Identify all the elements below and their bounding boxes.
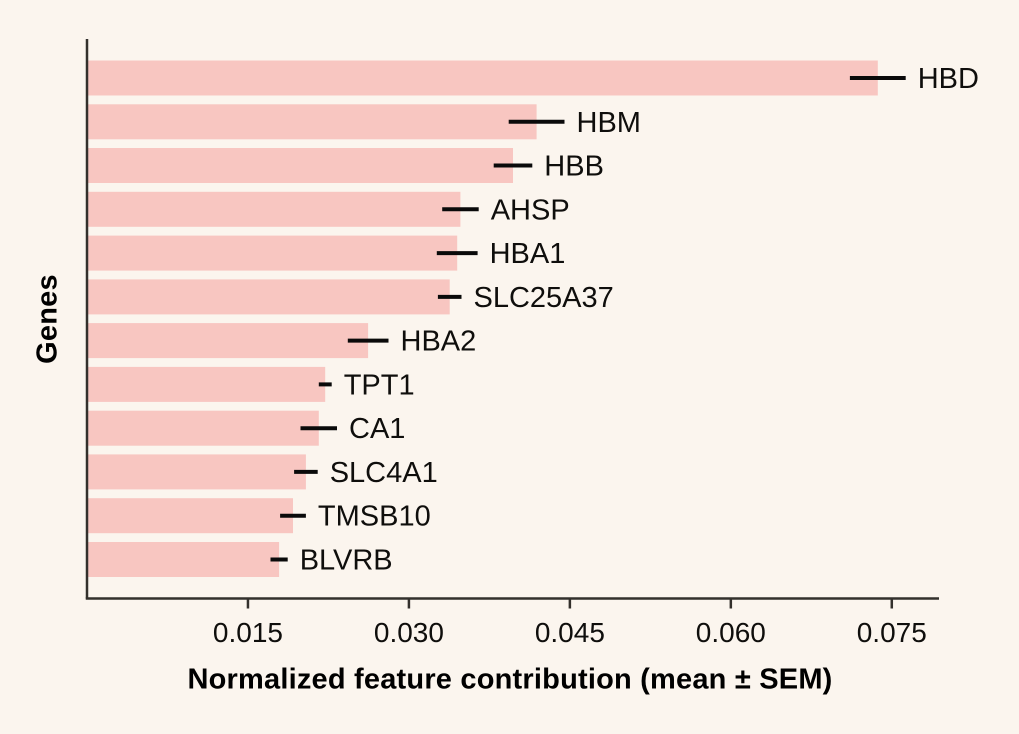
x-tick-label: 0.045 bbox=[535, 617, 605, 648]
bar-tpt1 bbox=[88, 366, 326, 402]
x-tick-label: 0.030 bbox=[374, 617, 444, 648]
bar-ca1 bbox=[88, 410, 319, 446]
x-axis-label: Normalized feature contribution (mean ± … bbox=[187, 663, 833, 696]
gene-label-slc25a37: SLC25A37 bbox=[474, 282, 614, 314]
gene-label-hba2: HBA2 bbox=[401, 326, 477, 358]
bar-hbm bbox=[88, 104, 537, 140]
gene-label-ahsp: AHSP bbox=[491, 194, 570, 226]
x-tick-label: 0.075 bbox=[857, 617, 927, 648]
gene-label-slc4a1: SLC4A1 bbox=[330, 457, 438, 489]
x-tick-label: 0.060 bbox=[696, 617, 766, 648]
bar-ahsp bbox=[88, 191, 461, 227]
gene-label-hba1: HBA1 bbox=[490, 238, 566, 270]
gene-label-tpt1: TPT1 bbox=[344, 369, 415, 401]
gene-label-tmsb10: TMSB10 bbox=[318, 501, 431, 533]
bar-hbd bbox=[88, 60, 878, 96]
gene-label-blvrb: BLVRB bbox=[300, 545, 393, 577]
gene-label-hbd: HBD bbox=[918, 63, 979, 95]
bar-slc25a37 bbox=[88, 279, 450, 315]
bar-slc4a1 bbox=[88, 454, 306, 490]
bar-blvrb bbox=[88, 542, 280, 577]
gene-label-hbm: HBM bbox=[577, 107, 641, 139]
y-axis-label: Genes bbox=[31, 274, 64, 364]
bar-tmsb10 bbox=[88, 498, 293, 534]
bar-hbb bbox=[88, 148, 513, 183]
bar-hba2 bbox=[88, 323, 369, 359]
x-tick-label: 0.015 bbox=[213, 617, 283, 648]
gene-label-hbb: HBB bbox=[544, 151, 604, 183]
bar-hba1 bbox=[88, 235, 458, 271]
gene-label-ca1: CA1 bbox=[349, 413, 405, 445]
